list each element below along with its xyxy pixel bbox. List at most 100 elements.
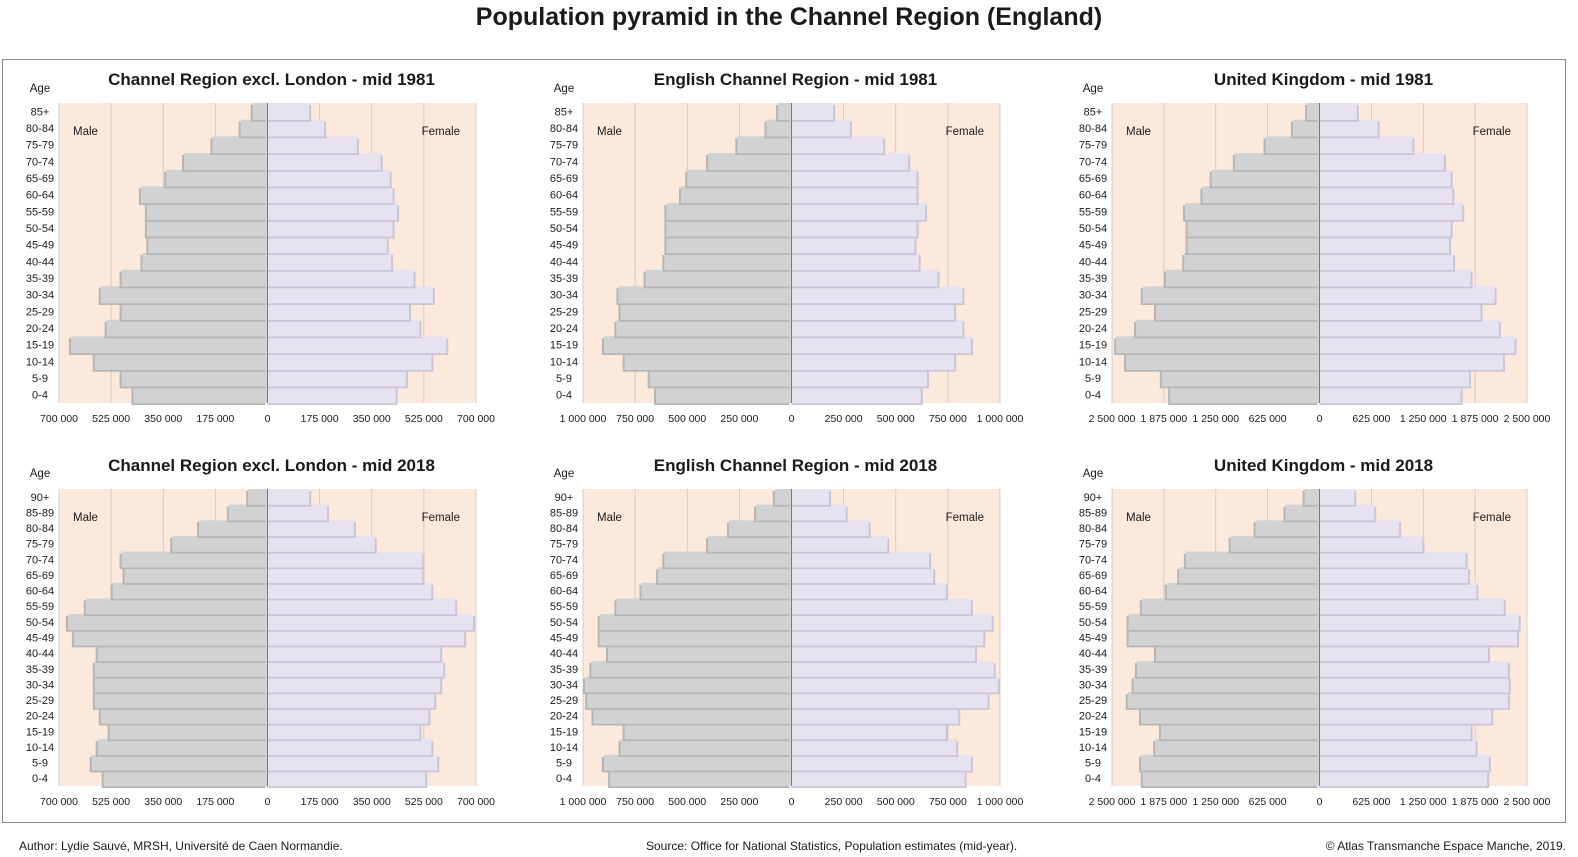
age-group-label: 65-69 — [26, 570, 54, 582]
age-group-label: 85-89 — [550, 507, 578, 519]
age-group-label: 45-49 — [26, 633, 54, 645]
x-tick-label: 750 000 — [616, 796, 654, 808]
female-bar — [267, 645, 441, 662]
male-bar — [616, 319, 792, 337]
female-bar — [267, 770, 426, 787]
male-bar — [1211, 169, 1320, 187]
female-bar — [791, 136, 884, 154]
age-group-label: 70-74 — [1079, 156, 1107, 168]
age-group-label: 70-74 — [550, 156, 578, 168]
female-bar — [791, 520, 869, 537]
female-bar — [791, 153, 909, 170]
female-bar — [791, 119, 850, 137]
male-bar — [658, 567, 792, 584]
male-bar — [649, 369, 792, 387]
male-bar — [728, 520, 792, 537]
male-bar — [97, 645, 268, 662]
age-group-label: 20-24 — [1079, 323, 1107, 335]
x-tick-label: 700 000 — [40, 413, 78, 425]
male-bar — [248, 489, 268, 505]
female-bar — [791, 739, 957, 756]
age-group-label: 55-59 — [26, 601, 54, 613]
male-bar — [1142, 770, 1320, 787]
male-bar — [591, 660, 792, 677]
male-bar — [1166, 582, 1320, 599]
female-bar — [1319, 269, 1471, 287]
female-bar — [1319, 723, 1471, 740]
chart-title: United Kingdom - mid 2018 — [1214, 456, 1433, 475]
male-bar — [94, 353, 268, 370]
x-tick-label: 0 — [265, 796, 271, 808]
x-tick-label: 525 000 — [92, 796, 130, 808]
female-bar — [1319, 219, 1451, 237]
male-bar — [1179, 567, 1320, 584]
age-group-label: 55-59 — [550, 206, 578, 218]
female-bar — [791, 676, 998, 693]
male-bar — [1155, 645, 1320, 662]
female-bar — [267, 739, 432, 756]
male-label: Male — [597, 126, 622, 138]
male-bar — [133, 386, 268, 404]
age-group-label: 45-49 — [550, 240, 578, 252]
chart-title: English Channel Region - mid 1981 — [654, 70, 937, 89]
male-bar — [1155, 303, 1320, 320]
age-group-label: 65-69 — [1079, 173, 1107, 185]
male-bar — [1187, 219, 1320, 237]
age-group-label: 0-4 — [1085, 390, 1101, 402]
age-group-label: 0-4 — [32, 390, 48, 402]
x-tick-label: 0 — [265, 413, 271, 425]
age-group-label: 45-49 — [1079, 240, 1107, 252]
age-group-label: 10-14 — [550, 742, 578, 754]
male-bar — [610, 770, 792, 787]
male-bar — [616, 598, 792, 615]
female-bar — [791, 303, 955, 320]
male-bar — [587, 692, 792, 709]
age-group-label: 35-39 — [1079, 664, 1107, 676]
female-bar — [267, 303, 409, 320]
male-bar — [641, 582, 792, 599]
male-bar — [1141, 754, 1320, 771]
female-bar — [1319, 353, 1503, 370]
age-group-label: 20-24 — [550, 711, 578, 723]
female-label: Female — [1473, 126, 1511, 138]
age-group-label: 75-79 — [1079, 140, 1107, 152]
male-bar — [620, 303, 792, 320]
male-bar — [1230, 535, 1320, 552]
male-bar — [94, 660, 268, 677]
age-axis-label: Age — [1083, 468, 1103, 480]
female-bar — [791, 319, 963, 337]
female-bar — [791, 353, 955, 370]
x-tick-label: 525 000 — [92, 413, 130, 425]
male-bar — [1285, 504, 1320, 521]
male-bar — [1185, 551, 1320, 568]
male-bar — [240, 119, 268, 137]
male-bar — [91, 754, 268, 771]
age-group-label: 90+ — [1084, 492, 1103, 504]
male-bar — [618, 286, 792, 304]
x-tick-label: 350 000 — [353, 796, 391, 808]
male-bar — [1155, 739, 1320, 756]
male-bar — [1170, 386, 1320, 404]
age-axis-label: Age — [554, 83, 574, 95]
female-bar — [1319, 567, 1469, 584]
female-bar — [791, 169, 917, 187]
male-bar — [599, 629, 792, 646]
male-bar — [140, 186, 268, 204]
age-group-label: 30-34 — [550, 290, 578, 302]
male-bar — [664, 253, 792, 270]
x-tick-label: 1 250 000 — [1192, 413, 1239, 425]
x-tick-label: 625 000 — [1249, 796, 1287, 808]
male-bar — [708, 153, 792, 170]
male-bar — [252, 103, 268, 120]
age-group-label: 5-9 — [556, 373, 572, 385]
age-group-label: 10-14 — [26, 356, 54, 368]
female-bar — [1319, 660, 1508, 677]
x-tick-label: 625 000 — [1249, 413, 1287, 425]
female-bar — [791, 504, 846, 521]
female-bar — [267, 614, 474, 630]
x-tick-label: 250 000 — [720, 796, 758, 808]
female-bar — [1319, 253, 1454, 270]
female-bar — [267, 504, 328, 521]
female-label: Female — [422, 126, 460, 138]
